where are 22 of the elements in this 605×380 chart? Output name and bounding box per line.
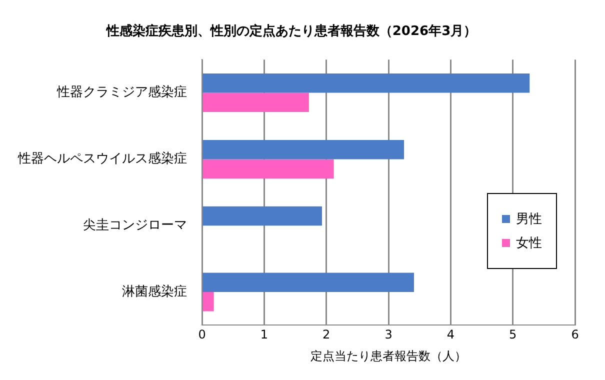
x-tick-label: 2: [322, 328, 330, 342]
bar: [202, 206, 322, 226]
bar: [202, 159, 334, 178]
x-tick-label: 5: [509, 328, 517, 342]
bar: [202, 74, 530, 93]
x-tick-label: 0: [198, 328, 206, 342]
y-tick-label: 淋菌感染症: [122, 284, 187, 300]
x-tick-label: 4: [446, 328, 454, 342]
x-tick-label: 6: [571, 328, 579, 342]
bar: [202, 92, 309, 112]
x-tick-label: 1: [260, 328, 268, 342]
bar: [202, 140, 404, 160]
legend-label: 女性: [516, 235, 542, 252]
y-tick-label: 尖圭コンジローマ: [83, 218, 187, 233]
x-tick-label: 3: [384, 328, 392, 342]
bar: [202, 272, 414, 292]
y-tick-label: 性器ヘルペスウイルス感染症: [17, 152, 187, 167]
bar: [202, 292, 214, 312]
chart-title: 性感染症疾患別、性別の定点あたり患者報告数（2026年3月）: [105, 23, 477, 40]
legend-label: 男性: [516, 211, 542, 228]
x-axis-title: 定点当たり患者報告数（人）: [310, 348, 466, 363]
y-tick-label: 性器クラミジア感染症: [56, 85, 187, 100]
